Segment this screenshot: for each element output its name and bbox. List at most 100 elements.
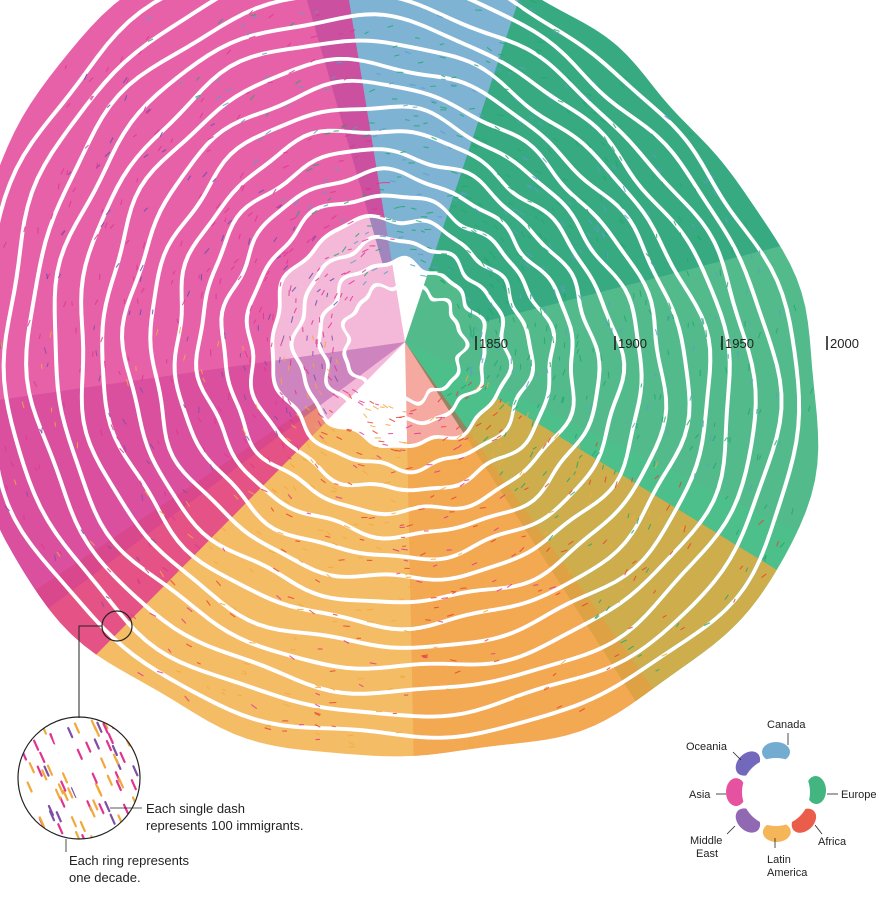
zoom-detail-dashes bbox=[19, 717, 140, 839]
zoom-ring-gap bbox=[46, 717, 104, 839]
year-marker-2000: 2000 bbox=[826, 336, 859, 351]
zoom-dash bbox=[132, 833, 139, 839]
ring-sector bbox=[104, 60, 362, 556]
zoom-dash bbox=[85, 741, 92, 753]
ring-area bbox=[0, 0, 819, 757]
dash-texture bbox=[0, 0, 814, 748]
legend-middle-east-line2: East bbox=[696, 848, 718, 860]
zoom-dash bbox=[109, 813, 116, 825]
zoom-dash bbox=[39, 751, 46, 764]
zoom-dash bbox=[62, 789, 69, 802]
zoom-dash bbox=[32, 739, 40, 751]
zoom-dash bbox=[117, 777, 125, 789]
dash-annotation-line2: represents 100 immigrants. bbox=[146, 818, 304, 833]
zoom-dash bbox=[125, 730, 132, 742]
ring-sector bbox=[28, 0, 352, 604]
zoom-dash bbox=[48, 810, 56, 822]
zoom-connector-line bbox=[78, 625, 102, 718]
ring-sector bbox=[152, 110, 371, 518]
zoom-dash bbox=[92, 799, 99, 811]
zoom-dash bbox=[33, 825, 40, 837]
zoom-dash bbox=[26, 781, 33, 793]
zoom-dash bbox=[57, 823, 64, 835]
zoom-dash bbox=[38, 717, 45, 730]
ring-sector bbox=[248, 197, 385, 450]
year-marker-1850: 1850 bbox=[475, 336, 508, 351]
ring-sector bbox=[462, 154, 623, 527]
ring-sector bbox=[487, 77, 709, 601]
ring-sector bbox=[223, 171, 381, 467]
ring-annotation: Each ring represents one decade. bbox=[69, 852, 189, 886]
zoom-dash bbox=[112, 753, 120, 765]
zoom-dash bbox=[24, 727, 31, 739]
zoom-dash bbox=[115, 779, 122, 792]
zoom-dash bbox=[104, 800, 111, 813]
dash-annotation-line1: Each single dash bbox=[146, 801, 246, 816]
zoom-dash bbox=[61, 772, 69, 784]
ring-sector bbox=[300, 398, 512, 471]
ring-sector bbox=[176, 475, 636, 601]
ring-annotation-line1: Each ring represents bbox=[69, 853, 189, 868]
ring-sector bbox=[324, 350, 357, 392]
legend-europe: Europe bbox=[841, 789, 876, 801]
ring-sector bbox=[274, 217, 388, 436]
zoom-dash bbox=[41, 769, 48, 781]
legend-canada: Canada bbox=[767, 719, 806, 731]
zoom-dash bbox=[89, 806, 96, 818]
ring-sector bbox=[196, 461, 619, 578]
zoom-dash bbox=[105, 739, 113, 752]
zoom-dash bbox=[21, 729, 28, 741]
ring-sector bbox=[454, 380, 499, 429]
legend-africa: Africa bbox=[818, 836, 847, 848]
zoom-dash bbox=[49, 733, 56, 745]
zoom-dash bbox=[135, 721, 140, 733]
ring-sector bbox=[344, 286, 405, 381]
ring-sector bbox=[159, 485, 652, 628]
zoom-dash bbox=[98, 834, 105, 839]
zoom-dash bbox=[67, 726, 74, 739]
legend-oceania: Oceania bbox=[686, 741, 728, 753]
ring-sector bbox=[454, 172, 598, 509]
zoom-dash bbox=[38, 816, 45, 828]
zoom-dash bbox=[54, 788, 62, 800]
ring-sector bbox=[321, 264, 396, 399]
ring-sector bbox=[448, 195, 572, 487]
zoom-dash bbox=[132, 765, 139, 777]
zoom-dash bbox=[35, 836, 42, 839]
zoom-dash bbox=[103, 835, 110, 839]
ring-sector bbox=[94, 523, 717, 692]
legend-latin-america-line1: Latin bbox=[767, 854, 791, 866]
legend-latin-america-line2: America bbox=[767, 867, 808, 879]
zoom-dash bbox=[102, 722, 109, 734]
ring-annotation-line2: one decade. bbox=[69, 870, 141, 885]
ring-sector bbox=[5, 0, 277, 622]
ring-sector bbox=[176, 132, 374, 501]
zoom-dash bbox=[81, 833, 88, 839]
zoom-dash bbox=[106, 774, 113, 786]
ring-sector bbox=[440, 368, 481, 408]
dash-annotation: Each single dash represents 100 immigran… bbox=[146, 800, 304, 834]
ring-sector bbox=[235, 436, 574, 537]
zoom-dash bbox=[24, 722, 31, 734]
zoom-dash bbox=[93, 738, 100, 750]
zoom-dash bbox=[79, 820, 86, 833]
ring-sector bbox=[346, 342, 405, 376]
zoom-dash bbox=[28, 762, 35, 774]
ring-sector bbox=[56, 18, 356, 584]
year-marker-1900: 1900 bbox=[614, 336, 647, 351]
zoom-dash bbox=[36, 717, 43, 729]
region-legend: Canada Oceania Asia Europe Africa Middle… bbox=[686, 719, 876, 879]
zoom-detail-circle bbox=[17, 716, 141, 840]
ring-sector bbox=[406, 410, 468, 445]
zoom-dash bbox=[74, 830, 82, 839]
year-label-2000: 2000 bbox=[830, 336, 859, 351]
ring-sector bbox=[218, 447, 596, 558]
zoom-dash bbox=[96, 721, 103, 733]
ring-sector bbox=[253, 423, 556, 513]
ring-sector bbox=[79, 534, 736, 715]
ring-sector bbox=[293, 238, 392, 420]
year-marker-1950: 1950 bbox=[721, 336, 754, 351]
year-label-1950: 1950 bbox=[725, 336, 754, 351]
ring-sector bbox=[35, 560, 777, 757]
